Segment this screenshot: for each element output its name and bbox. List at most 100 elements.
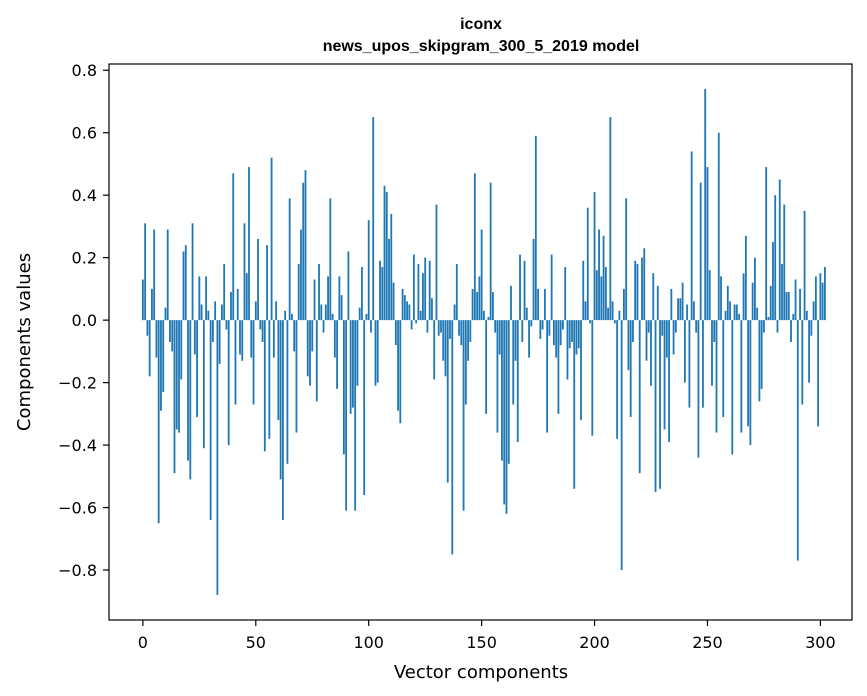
bar-182 xyxy=(552,320,555,346)
bar-76 xyxy=(313,279,316,321)
bar-197 xyxy=(586,207,589,321)
bar-238 xyxy=(679,298,682,321)
bar-51 xyxy=(257,238,259,321)
bar-241 xyxy=(686,304,689,321)
bar-202 xyxy=(598,229,600,321)
bar-168 xyxy=(521,320,524,342)
bar-88 xyxy=(340,295,343,321)
bar-83 xyxy=(329,198,332,321)
bar-90 xyxy=(345,320,348,511)
bar-198 xyxy=(589,320,591,324)
bar-104 xyxy=(376,320,379,383)
bar-219 xyxy=(636,263,639,321)
bar-235 xyxy=(672,320,675,355)
bar-7 xyxy=(157,320,160,524)
bar-31 xyxy=(211,320,214,342)
bar-28 xyxy=(205,276,208,321)
bar-128 xyxy=(431,298,433,321)
bar-41 xyxy=(234,320,237,405)
bar-61 xyxy=(279,320,282,480)
bar-165 xyxy=(514,320,517,361)
bar-203 xyxy=(600,276,603,321)
bar-24 xyxy=(196,320,198,417)
bar-208 xyxy=(611,301,614,321)
bar-95 xyxy=(356,320,359,386)
bar-55 xyxy=(266,245,268,321)
bar-180 xyxy=(548,320,551,336)
bar-117 xyxy=(406,301,409,321)
bar-130 xyxy=(435,204,438,321)
bar-297 xyxy=(812,301,815,321)
bar-209 xyxy=(613,320,616,324)
bar-6 xyxy=(155,320,158,358)
bar-27 xyxy=(202,320,205,449)
bar-273 xyxy=(758,320,761,402)
bar-222 xyxy=(643,248,646,321)
bar-132 xyxy=(440,320,442,333)
bar-112 xyxy=(394,320,397,346)
bar-135 xyxy=(446,320,449,483)
bar-246 xyxy=(697,320,700,458)
bar-226 xyxy=(652,273,655,321)
bar-278 xyxy=(769,285,772,321)
bar-251 xyxy=(708,270,711,321)
bar-175 xyxy=(537,288,539,321)
bar-196 xyxy=(584,301,587,321)
bar-50 xyxy=(254,301,257,321)
bar-239 xyxy=(681,282,684,321)
bar-289 xyxy=(794,279,797,321)
bar-92 xyxy=(349,320,352,414)
bar-14 xyxy=(173,320,176,474)
y-tick-label: 0.2 xyxy=(72,249,97,268)
bar-111 xyxy=(392,282,395,321)
bar-275 xyxy=(763,320,765,333)
bar-44 xyxy=(241,320,244,361)
bar-71 xyxy=(302,182,305,321)
bar-35 xyxy=(221,304,223,321)
bar-280 xyxy=(774,195,777,321)
bar-286 xyxy=(787,292,790,321)
bar-131 xyxy=(437,320,440,336)
bar-248 xyxy=(702,320,704,408)
bar-249 xyxy=(704,88,707,321)
bar-4 xyxy=(151,288,153,321)
bar-66 xyxy=(291,313,293,321)
bar-154 xyxy=(489,182,492,321)
bar-64 xyxy=(286,320,289,464)
y-tick-label: −0.8 xyxy=(58,561,97,580)
bar-15 xyxy=(175,320,178,430)
bar-126 xyxy=(426,320,429,333)
bar-159 xyxy=(501,320,503,461)
bar-16 xyxy=(178,320,180,433)
bar-231 xyxy=(663,320,666,430)
x-tick-label: 300 xyxy=(805,633,836,652)
x-tick-label: 200 xyxy=(579,633,610,652)
bar-125 xyxy=(424,257,427,321)
y-tick-label: 0.0 xyxy=(72,311,97,330)
bar-264 xyxy=(738,313,740,321)
bar-237 xyxy=(677,298,680,321)
bar-245 xyxy=(695,320,698,333)
chart-subtitle: news_upos_skipgram_300_5_2019 model xyxy=(323,38,640,55)
bar-277 xyxy=(767,317,770,321)
x-tick-label: 50 xyxy=(246,633,266,652)
bar-109 xyxy=(388,238,390,321)
bar-43 xyxy=(239,320,241,355)
bar-253 xyxy=(713,320,716,342)
bar-152 xyxy=(485,320,488,414)
bar-171 xyxy=(528,320,530,358)
bar-78 xyxy=(318,263,320,321)
bar-52 xyxy=(259,320,262,330)
bar-91 xyxy=(347,251,350,321)
bar-211 xyxy=(618,310,621,321)
bar-136 xyxy=(449,320,451,339)
x-tick-label: 150 xyxy=(466,633,497,652)
bar-82 xyxy=(327,276,329,321)
bar-147 xyxy=(473,173,476,321)
bar-170 xyxy=(525,307,528,321)
bar-229 xyxy=(659,320,661,489)
bar-184 xyxy=(557,320,560,414)
bar-220 xyxy=(638,320,641,474)
bar-206 xyxy=(607,307,609,321)
